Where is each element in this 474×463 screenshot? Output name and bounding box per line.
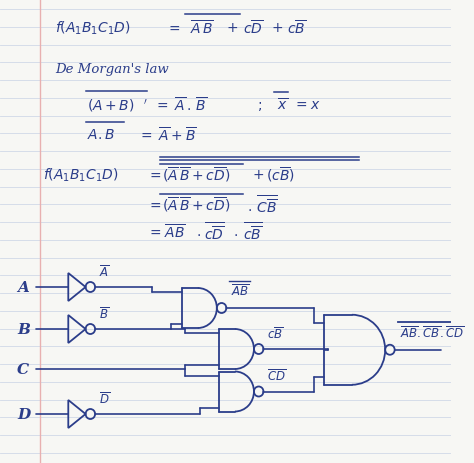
Text: $\overline{AB}$: $\overline{AB}$ <box>231 282 250 298</box>
Text: $(\overline{A}\,\overline{B}+c\overline{D})$: $(\overline{A}\,\overline{B}+c\overline{… <box>162 165 230 184</box>
Text: De Morgan's law: De Morgan's law <box>55 63 169 76</box>
Text: $\overline{A}\overline{B}$: $\overline{A}\overline{B}$ <box>164 222 185 241</box>
Text: $(\overline{A}\,\overline{B}+c\overline{D})$: $(\overline{A}\,\overline{B}+c\overline{… <box>162 195 230 214</box>
Text: $=$: $=$ <box>147 168 162 181</box>
Text: $c\overline{\mathit{B}}$: $c\overline{\mathit{B}}$ <box>267 325 284 341</box>
Text: $f(A_1B_1C_1D)$: $f(A_1B_1C_1D)$ <box>55 19 131 37</box>
Text: $\overline{A}\,\overline{B}$: $\overline{A}\,\overline{B}$ <box>190 19 214 37</box>
Text: $c\overline{D}$: $c\overline{D}$ <box>243 19 263 37</box>
Text: $=$: $=$ <box>147 198 162 212</box>
Text: B: B <box>17 322 30 336</box>
Text: $\overline{c\overline{B}}$: $\overline{c\overline{B}}$ <box>243 220 262 243</box>
Text: $f(A_1B_1C_1D)$: $f(A_1B_1C_1D)$ <box>43 166 118 183</box>
Text: $\overline{CD}$: $\overline{CD}$ <box>267 368 286 383</box>
Text: $\overline{c\overline{D}}$: $\overline{c\overline{D}}$ <box>204 220 225 243</box>
Text: $A.B$: $A.B$ <box>88 128 116 142</box>
Text: $+$: $+$ <box>227 21 238 35</box>
Text: $= x$: $= x$ <box>293 98 320 112</box>
Text: $(A+B)$: $(A+B)$ <box>88 97 135 113</box>
Text: $(c\overline{B})$: $(c\overline{B})$ <box>266 165 295 184</box>
Text: $=\;\overline{A}\,.\,\overline{B}$: $=\;\overline{A}\,.\,\overline{B}$ <box>154 96 208 114</box>
Text: $.\,\overline{C\overline{B}}$: $.\,\overline{C\overline{B}}$ <box>247 193 278 216</box>
Text: $\overline{D}$: $\overline{D}$ <box>99 390 110 406</box>
Text: $=\;\overline{A}+\overline{B}$: $=\;\overline{A}+\overline{B}$ <box>138 125 197 144</box>
Text: $+$: $+$ <box>271 21 283 35</box>
Text: $\overline{A}$: $\overline{A}$ <box>99 263 109 279</box>
Text: A: A <box>17 281 29 294</box>
Text: D: D <box>17 407 30 421</box>
Text: $=$: $=$ <box>147 225 162 238</box>
Text: $\overline{AB}.\overline{CB}.\overline{CD}$: $\overline{AB}.\overline{CB}.\overline{C… <box>401 324 465 340</box>
Text: $;\quad\overline{x}$: $;\quad\overline{x}$ <box>257 96 288 113</box>
Text: $.$: $.$ <box>196 225 201 238</box>
Text: $c\overline{B}$: $c\overline{B}$ <box>287 19 306 37</box>
Text: $\overline{B}$: $\overline{B}$ <box>99 306 109 321</box>
Text: $=$: $=$ <box>166 21 181 35</box>
Text: C: C <box>17 362 29 376</box>
Text: $+$: $+$ <box>252 168 264 181</box>
Text: $.$: $.$ <box>233 225 238 238</box>
Text: $'$: $'$ <box>143 98 147 112</box>
